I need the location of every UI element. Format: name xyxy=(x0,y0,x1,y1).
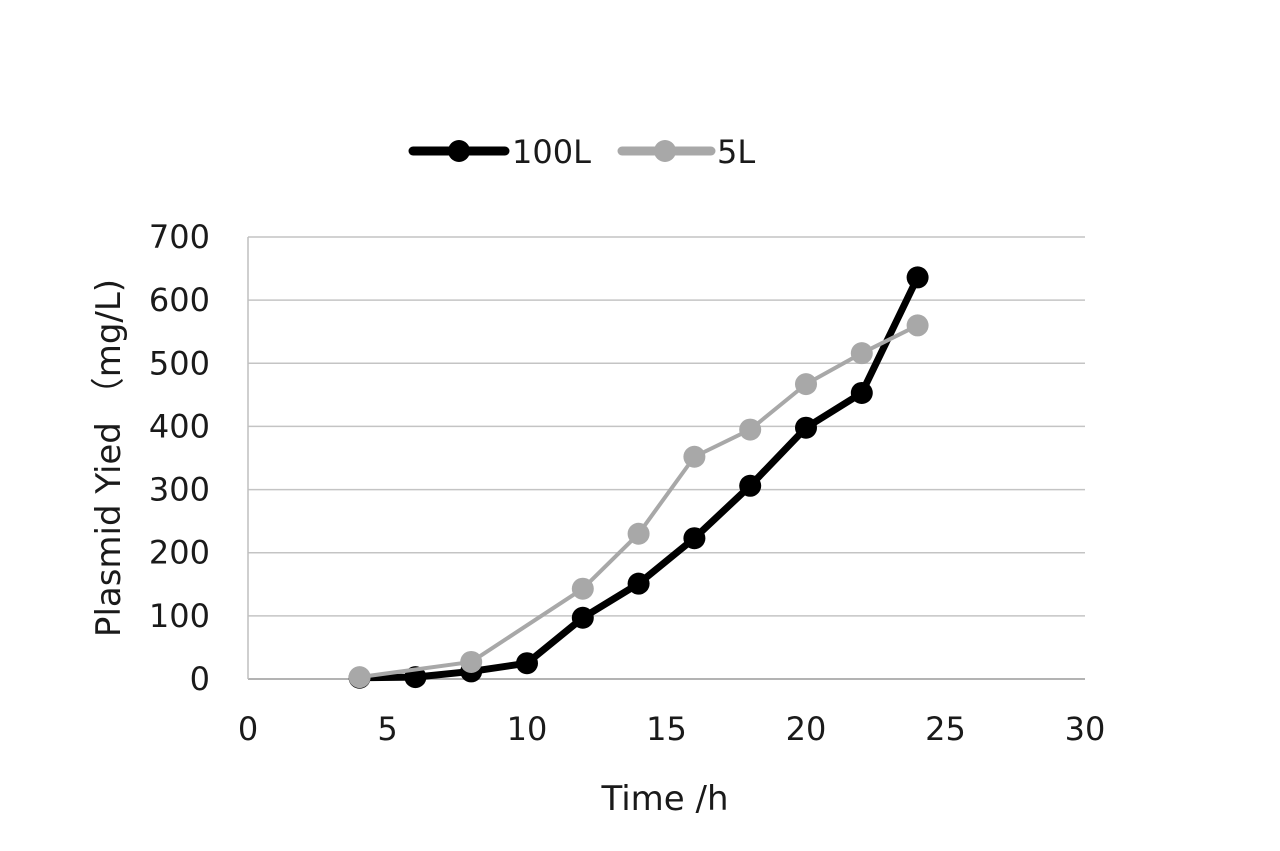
legend-swatch-marker-100l xyxy=(448,140,470,162)
legend-item-5l: 5L xyxy=(617,133,755,171)
tick-labels: 0 100 200 300 400 500 600 700 0 5 10 15 20 25 30 xyxy=(149,218,1105,748)
x-tick-label-30: 30 xyxy=(1065,710,1106,748)
data-point-100l-18 xyxy=(739,474,762,497)
x-axis-title: Time /h xyxy=(600,779,728,819)
data-point-100l-22 xyxy=(850,381,873,404)
y-tick-label-100: 100 xyxy=(149,597,210,635)
data-point-5l-12 xyxy=(571,577,594,600)
data-point-5l-18 xyxy=(739,418,762,441)
y-axis-title: Plasmid Yied （mg/L) xyxy=(89,279,129,637)
data-point-100l-12 xyxy=(571,606,594,629)
gridlines xyxy=(248,236,1085,680)
legend-label-5l: 5L xyxy=(717,133,755,171)
y-tick-label-200: 200 xyxy=(149,534,210,572)
legend: 100L 5L xyxy=(408,133,755,171)
series-5l xyxy=(348,314,929,689)
data-point-5l-14 xyxy=(627,522,650,545)
data-point-5l-4 xyxy=(348,666,371,689)
y-tick-label-600: 600 xyxy=(149,281,210,319)
data-point-5l-8 xyxy=(460,650,483,673)
data-point-100l-24 xyxy=(906,266,929,289)
x-tick-label-5: 5 xyxy=(377,710,397,748)
series-100l xyxy=(348,266,929,689)
y-tick-label-500: 500 xyxy=(149,344,210,382)
series-line-100l xyxy=(356,273,922,682)
legend-label-100l: 100L xyxy=(512,133,591,171)
data-point-5l-16 xyxy=(683,445,706,468)
data-point-100l-16 xyxy=(683,527,706,550)
data-point-100l-14 xyxy=(627,572,650,595)
y-tick-label-400: 400 xyxy=(149,407,210,445)
y-tick-label-300: 300 xyxy=(149,471,210,509)
x-tick-label-15: 15 xyxy=(646,710,687,748)
series-layer xyxy=(348,266,929,689)
data-point-5l-24 xyxy=(906,314,929,337)
data-point-100l-20 xyxy=(795,416,817,439)
legend-item-100l: 100L xyxy=(408,133,591,171)
y-tick-label-0: 0 xyxy=(190,660,210,698)
series-line-5l xyxy=(357,323,920,680)
data-point-5l-20 xyxy=(795,373,817,396)
y-tick-label-700: 700 xyxy=(149,218,210,256)
x-tick-label-25: 25 xyxy=(925,710,966,748)
legend-swatch-marker-5l xyxy=(654,140,676,162)
data-point-100l-10 xyxy=(516,652,538,675)
x-tick-label-10: 10 xyxy=(507,710,548,748)
x-tick-label-20: 20 xyxy=(786,710,827,748)
data-point-5l-22 xyxy=(850,342,873,365)
x-tick-label-0: 0 xyxy=(238,710,258,748)
